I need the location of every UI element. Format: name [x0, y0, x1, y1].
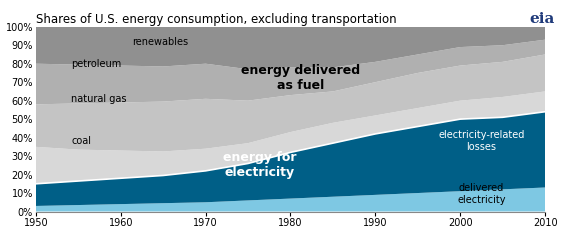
Text: coal: coal — [72, 136, 91, 146]
Text: Shares of U.S. energy consumption, excluding transportation: Shares of U.S. energy consumption, exclu… — [36, 13, 396, 26]
Text: eia: eia — [529, 12, 555, 26]
Text: energy delivered
as fuel: energy delivered as fuel — [241, 65, 360, 92]
Text: energy for
electricity: energy for electricity — [223, 151, 297, 179]
Text: delivered
electricity: delivered electricity — [457, 183, 506, 205]
Text: renewables: renewables — [133, 37, 189, 48]
Text: petroleum: petroleum — [72, 59, 122, 69]
Text: natural gas: natural gas — [72, 94, 127, 104]
Text: electricity-related
losses: electricity-related losses — [438, 131, 525, 152]
